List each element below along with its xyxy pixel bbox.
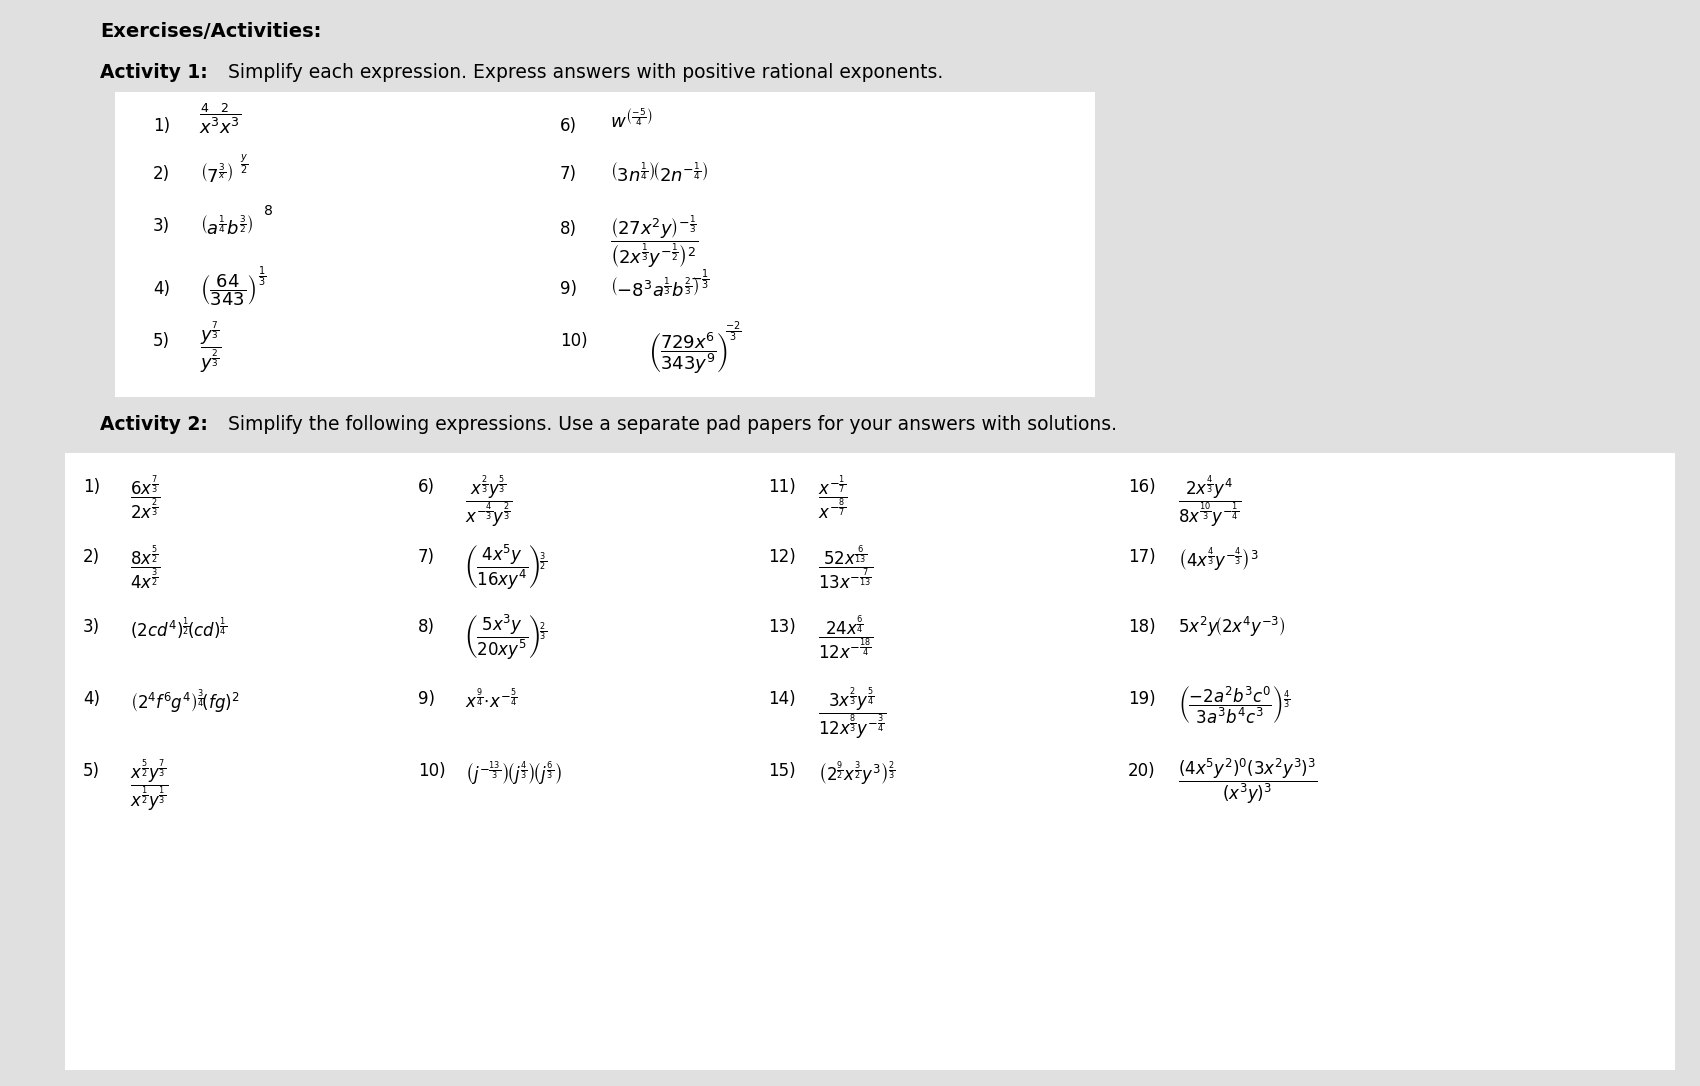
Text: $\left(\dfrac{-2a^2b^3c^0}{3a^3b^4c^3}\right)^{\frac{4}{3}}$: $\left(\dfrac{-2a^2b^3c^0}{3a^3b^4c^3}\r…: [1178, 685, 1290, 727]
Text: 4): 4): [153, 280, 170, 298]
Text: 5): 5): [153, 332, 170, 350]
Text: 9): 9): [418, 690, 435, 708]
Text: $\left(\dfrac{5x^3y}{20xy^5}\right)^{\frac{2}{3}}$: $\left(\dfrac{5x^3y}{20xy^5}\right)^{\fr…: [466, 613, 547, 662]
Text: 14): 14): [768, 690, 796, 708]
Text: $8$: $8$: [264, 204, 274, 218]
Text: $\frac{1}{3}$: $\frac{1}{3}$: [258, 265, 267, 289]
Text: 13): 13): [768, 618, 796, 636]
Text: $\left(j^{-\frac{13}{3}}\right)\!\left(j^{\frac{4}{3}}\right)\!\left(j^{\frac{6}: $\left(j^{-\frac{13}{3}}\right)\!\left(j…: [466, 759, 561, 787]
Text: $\dfrac{6x^{\frac{7}{3}}}{2x^{\frac{2}{3}}}$: $\dfrac{6x^{\frac{7}{3}}}{2x^{\frac{2}{3…: [129, 473, 160, 520]
Text: 6): 6): [559, 117, 576, 135]
Text: $\dfrac{2x^{\frac{4}{3}}y^4}{8x^{\frac{10}{3}}y^{-\frac{1}{4}}}$: $\dfrac{2x^{\frac{4}{3}}y^4}{8x^{\frac{1…: [1178, 473, 1241, 529]
Text: Activity 1:: Activity 1:: [100, 63, 207, 83]
Text: $\overline{x^3}\overline{x^3}$: $\overline{x^3}\overline{x^3}$: [199, 113, 241, 137]
Text: 6): 6): [418, 478, 435, 496]
Text: $\dfrac{x^{-\frac{1}{7}}}{x^{-\frac{8}{7}}}$: $\dfrac{x^{-\frac{1}{7}}}{x^{-\frac{8}{7…: [818, 473, 848, 520]
Text: 17): 17): [1129, 548, 1156, 566]
Text: 12): 12): [768, 548, 796, 566]
Text: Exercises/Activities:: Exercises/Activities:: [100, 22, 321, 41]
Text: 8): 8): [559, 220, 576, 238]
Text: 3): 3): [153, 217, 170, 235]
Text: $\dfrac{8x^{\frac{5}{2}}}{4x^{\frac{3}{2}}}$: $\dfrac{8x^{\frac{5}{2}}}{4x^{\frac{3}{2…: [129, 543, 160, 591]
Text: $\dfrac{y^{\frac{7}{3}}}{y^{\frac{2}{3}}}$: $\dfrac{y^{\frac{7}{3}}}{y^{\frac{2}{3}}…: [201, 320, 221, 377]
Text: $-\frac{1}{3}$: $-\frac{1}{3}$: [690, 268, 711, 292]
Bar: [116, 92, 1095, 397]
Text: $\dfrac{3x^{\frac{2}{3}}y^{\frac{5}{4}}}{12x^{\frac{8}{3}}y^{-\frac{3}{4}}}$: $\dfrac{3x^{\frac{2}{3}}y^{\frac{5}{4}}}…: [818, 685, 886, 741]
Text: $\dfrac{52x^{\frac{6}{13}}}{13x^{-\frac{7}{13}}}$: $\dfrac{52x^{\frac{6}{13}}}{13x^{-\frac{…: [818, 543, 874, 591]
Text: $\left(\dfrac{4x^5y}{16xy^4}\right)^{\frac{3}{2}}$: $\left(\dfrac{4x^5y}{16xy^4}\right)^{\fr…: [466, 543, 547, 592]
Text: 15): 15): [768, 762, 796, 780]
Text: $\left(a^{\frac{1}{4}}b^{\frac{3}{2}}\right)$: $\left(a^{\frac{1}{4}}b^{\frac{3}{2}}\ri…: [201, 215, 253, 239]
Text: 20): 20): [1129, 762, 1156, 780]
Text: $\dfrac{24x^{\frac{6}{4}}}{12x^{-\frac{18}{4}}}$: $\dfrac{24x^{\frac{6}{4}}}{12x^{-\frac{1…: [818, 613, 874, 660]
Text: $\left(3n^{\frac{1}{4}}\right)\!\left(2n^{-\frac{1}{4}}\right)$: $\left(3n^{\frac{1}{4}}\right)\!\left(2n…: [610, 162, 707, 186]
Text: 18): 18): [1129, 618, 1156, 636]
Text: Simplify each expression. Express answers with positive rational exponents.: Simplify each expression. Express answer…: [223, 63, 944, 83]
Text: $\dfrac{(4x^5y^2)^0(3x^2y^3)^3}{(x^3y)^3}$: $\dfrac{(4x^5y^2)^0(3x^2y^3)^3}{(x^3y)^3…: [1178, 757, 1318, 807]
Text: $\left(-8^3a^{\frac{1}{3}}b^{\frac{2}{3}}\right)$: $\left(-8^3a^{\frac{1}{3}}b^{\frac{2}{3}…: [610, 277, 699, 301]
Text: $5x^2y\!\left(2x^4y^{-3}\right)$: $5x^2y\!\left(2x^4y^{-3}\right)$: [1178, 615, 1285, 639]
Text: $\left(\dfrac{64}{343}\right)$: $\left(\dfrac{64}{343}\right)$: [201, 272, 257, 307]
Text: 8): 8): [418, 618, 435, 636]
Text: 2): 2): [83, 548, 100, 566]
Text: 4): 4): [83, 690, 100, 708]
Text: $\left(7^{\frac{3}{x}}\right)$: $\left(7^{\frac{3}{x}}\right)$: [201, 163, 233, 187]
Bar: [65, 453, 1674, 1070]
Text: 9): 9): [559, 280, 576, 298]
Text: Simplify the following expressions. Use a separate pad papers for your answers w: Simplify the following expressions. Use …: [223, 415, 1117, 434]
Text: 1): 1): [83, 478, 100, 496]
Text: 10): 10): [559, 332, 588, 350]
Text: 2): 2): [153, 165, 170, 184]
Text: 19): 19): [1129, 690, 1156, 708]
Text: 5): 5): [83, 762, 100, 780]
Text: $\dfrac{x^{\frac{2}{3}}y^{\frac{5}{3}}}{x^{-\frac{4}{3}}y^{\frac{2}{3}}}$: $\dfrac{x^{\frac{2}{3}}y^{\frac{5}{3}}}{…: [466, 473, 513, 529]
Text: 10): 10): [418, 762, 445, 780]
Text: $\frac{y}{2}$: $\frac{y}{2}$: [240, 152, 248, 176]
Text: $x^{\frac{9}{4}}\!\cdot\! x^{-\frac{5}{4}}$: $x^{\frac{9}{4}}\!\cdot\! x^{-\frac{5}{4…: [466, 687, 517, 711]
Text: $\dfrac{x^{\frac{5}{2}}y^{\frac{7}{3}}}{x^{\frac{1}{2}}y^{\frac{1}{3}}}$: $\dfrac{x^{\frac{5}{2}}y^{\frac{7}{3}}}{…: [129, 757, 168, 812]
Text: $\left(4x^{\frac{4}{3}}y^{-\frac{4}{3}}\right)^3$: $\left(4x^{\frac{4}{3}}y^{-\frac{4}{3}}\…: [1178, 545, 1258, 573]
Text: $4\ \ \ 2$: $4\ \ \ 2$: [201, 102, 230, 115]
Text: $\left(2^{\frac{9}{2}}x^{\frac{3}{2}}y^3\right)^{\frac{2}{3}}$: $\left(2^{\frac{9}{2}}x^{\frac{3}{2}}y^3…: [818, 759, 896, 787]
Text: $\dfrac{\left(27x^2y\right)^{-\frac{1}{3}}}{\left(2x^{\frac{1}{3}}y^{-\frac{1}{2: $\dfrac{\left(27x^2y\right)^{-\frac{1}{3…: [610, 213, 699, 269]
Text: 1): 1): [153, 117, 170, 135]
Text: $w^{\left(\frac{-5}{4}\right)}$: $w^{\left(\frac{-5}{4}\right)}$: [610, 108, 653, 131]
Text: $\left(\dfrac{729x^6}{343y^9}\right)$: $\left(\dfrac{729x^6}{343y^9}\right)$: [648, 330, 728, 376]
Text: 11): 11): [768, 478, 796, 496]
Text: $\frac{-2}{3}$: $\frac{-2}{3}$: [724, 320, 741, 344]
Text: 7): 7): [418, 548, 435, 566]
Text: Activity 2:: Activity 2:: [100, 415, 207, 434]
Text: 16): 16): [1129, 478, 1156, 496]
Text: 7): 7): [559, 165, 576, 184]
Text: 3): 3): [83, 618, 100, 636]
Text: $\left(2cd^4\right)^{\frac{1}{2}}\!\left(cd\right)^{\frac{1}{4}}$: $\left(2cd^4\right)^{\frac{1}{2}}\!\left…: [129, 615, 228, 641]
Text: $\left(2^4f^6g^4\right)^{\frac{3}{4}}\!\left(fg\right)^2$: $\left(2^4f^6g^4\right)^{\frac{3}{4}}\!\…: [129, 687, 240, 715]
